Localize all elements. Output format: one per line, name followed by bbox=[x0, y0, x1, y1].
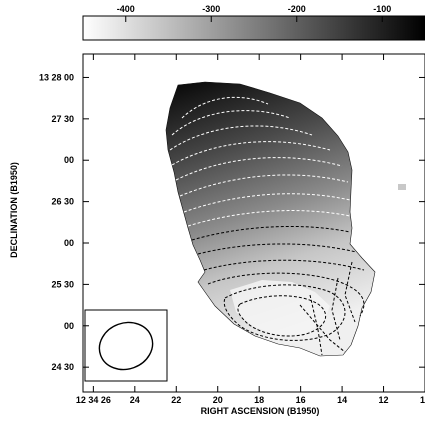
beam-box bbox=[84, 309, 168, 382]
y-tick-label: 24 30 bbox=[51, 362, 74, 372]
contour-line bbox=[175, 157, 343, 181]
y-tick-label: 00 bbox=[64, 238, 74, 248]
x-tick-label: 16 bbox=[296, 395, 306, 405]
y-tick-label: 13 28 00 bbox=[39, 72, 74, 82]
contours-dark bbox=[191, 225, 365, 356]
x-tick-label: 12 bbox=[379, 395, 389, 405]
contour-line bbox=[331, 277, 341, 341]
contour-line bbox=[171, 141, 331, 166]
contour-line bbox=[181, 96, 269, 119]
contour-line bbox=[344, 261, 356, 323]
contour-line bbox=[197, 243, 357, 255]
velocity-map bbox=[84, 81, 406, 382]
beam-box-frame bbox=[84, 309, 168, 382]
y-tick-label: 00 bbox=[64, 321, 74, 331]
colorbar-tick-label: -100 bbox=[373, 4, 391, 14]
x-tick-label: 24 bbox=[130, 395, 140, 405]
colorbar-ticks: -400 -300 -200 -100 bbox=[117, 4, 391, 22]
x-tick-label: 12 34 26 bbox=[76, 395, 111, 405]
x-axis-label: RIGHT ASCENSION (B1950) bbox=[201, 406, 320, 416]
contour-line bbox=[223, 284, 346, 341]
colorbar-tick-label: -300 bbox=[202, 4, 220, 14]
contour-line bbox=[191, 225, 351, 241]
x-tick-label: 14 bbox=[337, 395, 347, 405]
colorbar-tick-label: -400 bbox=[117, 4, 135, 14]
x-tick-label: 10 bbox=[420, 395, 425, 405]
x-tick-label: 18 bbox=[254, 395, 264, 405]
y-tick-label: 00 bbox=[64, 155, 74, 165]
contour-line bbox=[187, 210, 351, 227]
x-axis-ticks: 12 34 26 24 22 20 18 16 14 12 10 bbox=[76, 54, 425, 405]
contour-line bbox=[237, 295, 327, 337]
y-tick-label: 26 30 bbox=[51, 197, 74, 207]
x-tick-label: 22 bbox=[171, 395, 181, 405]
galaxy-emission-region bbox=[165, 81, 376, 357]
inner-bright-region bbox=[230, 280, 330, 336]
contour-line bbox=[203, 259, 365, 271]
noise-pixel bbox=[398, 184, 406, 190]
y-axis-label: DECLINATION (B1950) bbox=[9, 162, 19, 258]
colorbar-gradient bbox=[82, 15, 425, 41]
contour-line bbox=[179, 174, 349, 197]
y-axis-ticks: 13 28 00 27 30 00 26 30 00 25 30 00 24 30 bbox=[39, 72, 425, 372]
plot-frame bbox=[82, 53, 425, 393]
contour-line bbox=[171, 110, 291, 136]
contour-line bbox=[309, 294, 323, 356]
contour-line bbox=[169, 125, 313, 151]
beam-ellipse bbox=[98, 321, 154, 371]
x-tick-label: 20 bbox=[213, 395, 223, 405]
colorbar-tick-label: -200 bbox=[288, 4, 306, 14]
y-tick-label: 27 30 bbox=[51, 114, 74, 124]
contour-line bbox=[299, 304, 346, 353]
contours-light bbox=[169, 96, 351, 227]
colorbar: -400 -300 -200 -100 bbox=[82, 4, 425, 41]
y-tick-label: 25 30 bbox=[51, 279, 74, 289]
